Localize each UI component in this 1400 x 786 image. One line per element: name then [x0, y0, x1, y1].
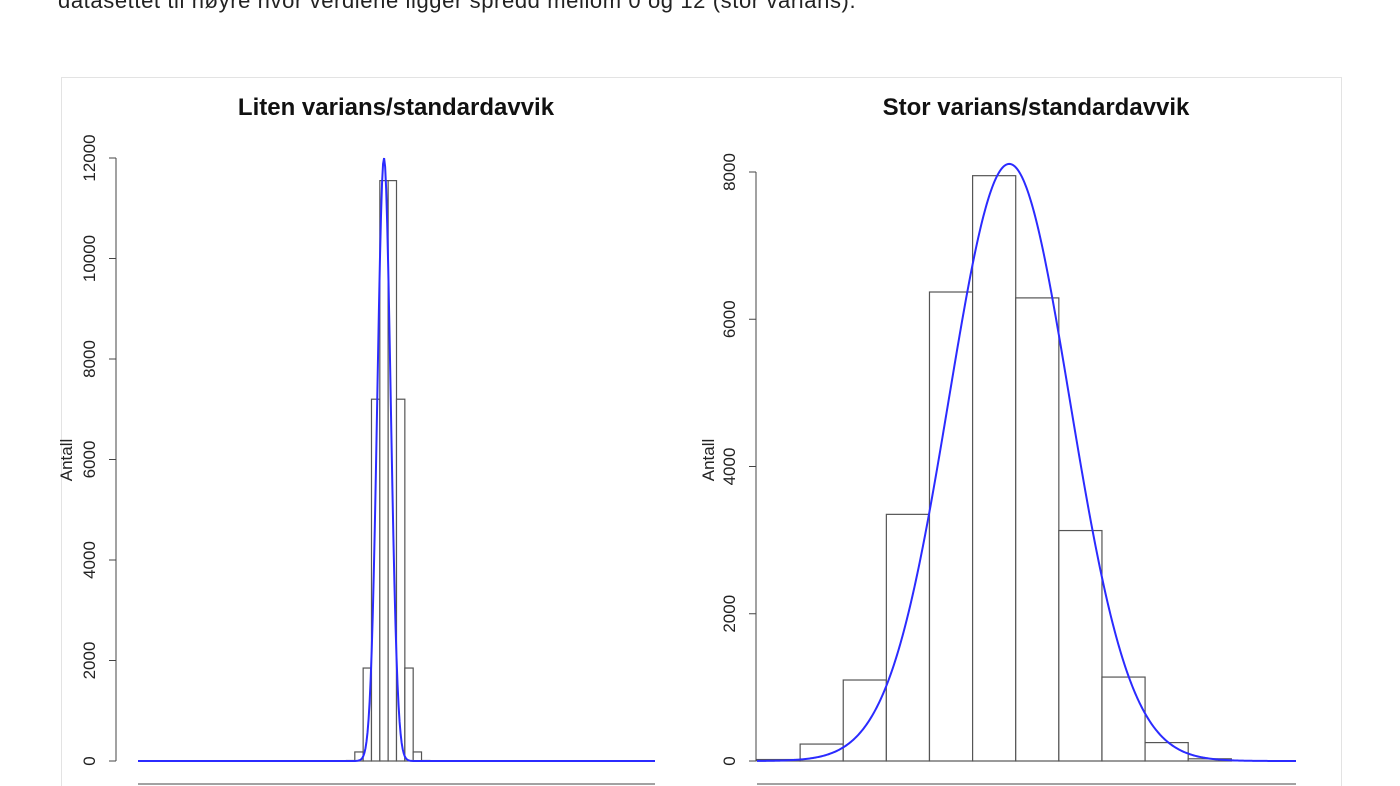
chart-1: Liten varians/standardavvik 0 2000 4000 6000…: [57, 94, 655, 785]
histogram-bar: [928, 291, 974, 762]
histogram-bar: [1144, 741, 1189, 762]
figure-frame: [61, 77, 1342, 786]
histogram-bar: [971, 175, 1017, 762]
density-curve: [138, 157, 655, 762]
histogram-bar: [1015, 297, 1060, 762]
histogram-bar: [379, 180, 389, 762]
y-axis-label: Antall: [699, 439, 718, 482]
y-tick-label: 12000: [80, 134, 99, 181]
y-tick-label: 6000: [720, 300, 739, 338]
y-tick-label: 8000: [80, 340, 99, 378]
histogram-bar: [885, 513, 931, 762]
y-tick-label: 6000: [80, 441, 99, 479]
y-tick-label: 2000: [80, 642, 99, 680]
histogram-bar: [842, 679, 887, 762]
histogram-bar: [404, 667, 414, 762]
y-tick-label: 10000: [80, 235, 99, 282]
y-tick-label: 4000: [80, 541, 99, 579]
y-tick-label: 2000: [720, 595, 739, 633]
y-tick-label: 4000: [720, 448, 739, 486]
histogram-bar: [1058, 529, 1103, 762]
y-tick-label: 0: [80, 756, 99, 765]
histogram-bar: [412, 751, 423, 762]
histogram-bar: [395, 398, 406, 762]
chart-title: Liten varians/standardavvik: [238, 94, 555, 121]
chart-title: Stor varians/standardavvik: [883, 94, 1190, 121]
histogram-bar: [1101, 676, 1146, 762]
density-curve: [757, 162, 1296, 762]
chart-2: Stor varians/standardavvik 0 2000 4000 6000 8…: [699, 94, 1296, 785]
y-tick-label: 8000: [720, 153, 739, 191]
y-tick-label: 0: [720, 756, 739, 765]
intro-text: datasettet til høyre hvor verdiene ligge…: [58, 0, 857, 13]
y-axis-label: Antall: [57, 439, 76, 482]
